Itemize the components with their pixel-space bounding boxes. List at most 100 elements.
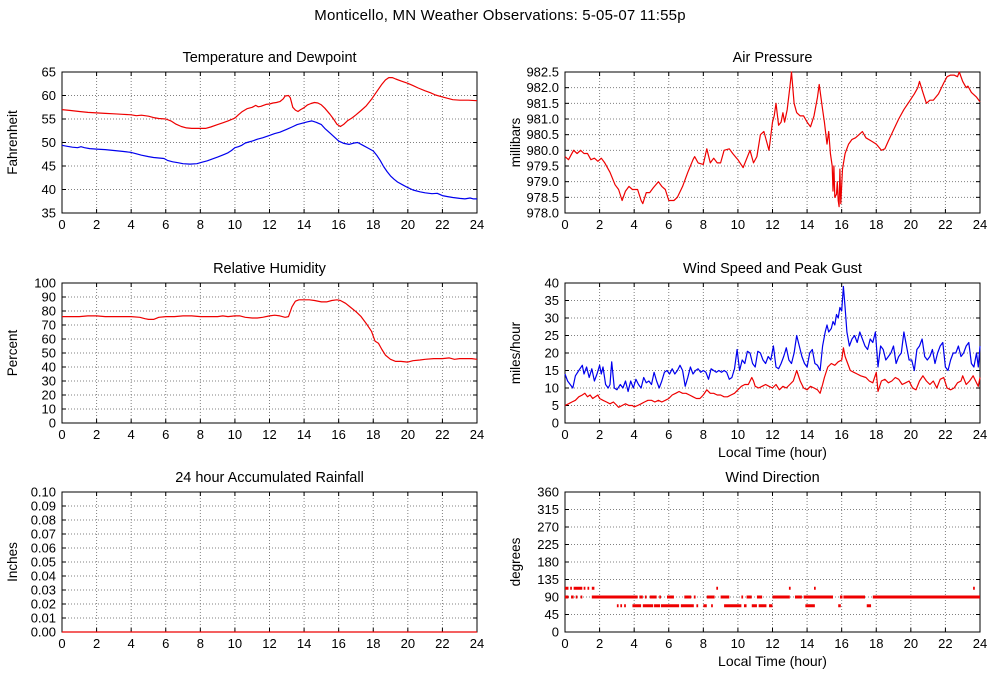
y-tick-label: 100: [34, 276, 56, 291]
chart-wind-direction: 0 2 4 6 8 10 12 14 16 18 20 22 240459013518022527031…: [508, 470, 987, 669]
x-tick-label: 2: [93, 427, 100, 442]
x-tick-label: 20: [904, 427, 918, 442]
x-tick-label: 22: [938, 217, 952, 232]
x-tick-label: 12: [262, 636, 276, 651]
x-tick-label: 16: [331, 217, 345, 232]
chart-title: Relative Humidity: [213, 261, 327, 277]
y-tick-label: 15: [545, 363, 559, 378]
chart-air-pressure: 0 2 4 6 8 10 12 14 16 18 20 22 24978.0978.5979.0979.…: [508, 50, 987, 232]
y-tick-label: 0.05: [31, 555, 56, 570]
y-tick-label: 50: [42, 135, 56, 150]
x-tick-label: 6: [665, 217, 672, 232]
x-tick-label: 2: [596, 636, 603, 651]
x-tick-label: 2: [596, 427, 603, 442]
x-tick-label: 10: [228, 427, 242, 442]
x-axis-title: Local Time (hour): [718, 653, 827, 669]
y-tick-label: 979.0: [526, 174, 559, 189]
x-tick-label: 12: [765, 217, 779, 232]
chart-wind-speed-gust: 0 2 4 6 8 10 12 14 16 18 20 22 240510152025303540Win…: [508, 261, 987, 460]
x-tick-label: 0: [58, 217, 65, 232]
x-tick-label: 10: [731, 427, 745, 442]
x-tick-label: 8: [700, 427, 707, 442]
y-tick-label: 25: [545, 328, 559, 343]
x-tick-label: 12: [262, 427, 276, 442]
y-tick-label: 0.00: [31, 625, 56, 640]
x-tick-label: 14: [297, 217, 311, 232]
pressure-line: [564, 71, 981, 208]
x-tick-label: 18: [869, 217, 883, 232]
x-tick-label: 18: [869, 636, 883, 651]
x-tick-label: 8: [700, 636, 707, 651]
x-tick-label: 20: [401, 636, 415, 651]
x-tick-label: 22: [435, 636, 449, 651]
y-tick-label: 60: [42, 88, 56, 103]
x-tick-label: 14: [297, 427, 311, 442]
y-tick-label: 70: [42, 318, 56, 333]
x-tick-label: 18: [869, 427, 883, 442]
x-tick-label: 6: [162, 636, 169, 651]
y-tick-label: 10: [545, 381, 559, 396]
y-tick-label: 982.0: [526, 80, 559, 95]
x-tick-label: 4: [128, 427, 135, 442]
x-tick-label: 24: [470, 217, 484, 232]
temperature-line: [61, 76, 478, 129]
y-tick-label: 0.06: [31, 541, 56, 556]
y-tick-label: 980.5: [526, 127, 559, 142]
x-tick-label: 8: [197, 636, 204, 651]
chart-title: Air Pressure: [733, 50, 813, 66]
chart-temperature-dewpoint: 0 2 4 6 8 10 12 14 16 18 20 22 2435404550556065Tempe…: [5, 50, 484, 232]
x-tick-label: 4: [631, 636, 638, 651]
y-tick-label: 0: [552, 625, 559, 640]
y-tick-label: 90: [545, 590, 559, 605]
x-tick-label: 16: [834, 427, 848, 442]
y-tick-label: 45: [42, 159, 56, 174]
x-tick-label: 14: [297, 636, 311, 651]
humidity-line: [62, 299, 478, 363]
x-tick-label: 16: [834, 636, 848, 651]
x-tick-label: 24: [973, 427, 987, 442]
y-tick-label: 35: [42, 206, 56, 221]
y-tick-label: 0.01: [31, 611, 56, 626]
x-tick-label: 6: [162, 217, 169, 232]
y-tick-label: 180: [537, 555, 559, 570]
y-tick-label: 80: [42, 304, 56, 319]
x-tick-label: 22: [938, 636, 952, 651]
x-tick-label: 0: [58, 427, 65, 442]
y-tick-label: 978.0: [526, 206, 559, 221]
y-tick-label: 40: [545, 276, 559, 291]
y-tick-label: 0.02: [31, 597, 56, 612]
x-tick-label: 2: [93, 217, 100, 232]
x-tick-label: 10: [731, 217, 745, 232]
page-title: Monticello, MN Weather Observations: 5-0…: [314, 7, 686, 24]
y-tick-label: 315: [537, 502, 559, 517]
y-tick-label: 270: [537, 520, 559, 535]
y-tick-label: 5: [552, 398, 559, 413]
x-tick-label: 2: [596, 217, 603, 232]
x-axis-title: Local Time (hour): [718, 444, 827, 460]
y-axis-title: Percent: [5, 329, 20, 376]
y-tick-label: 981.5: [526, 96, 559, 111]
x-tick-label: 16: [834, 217, 848, 232]
x-tick-label: 4: [631, 217, 638, 232]
x-tick-label: 20: [401, 427, 415, 442]
y-tick-label: 0.03: [31, 583, 56, 598]
x-tick-label: 12: [262, 217, 276, 232]
y-tick-label: 0.08: [31, 513, 56, 528]
y-axis-title: millibars: [508, 118, 523, 168]
x-tick-label: 10: [731, 636, 745, 651]
x-tick-label: 12: [765, 636, 779, 651]
x-tick-label: 10: [228, 217, 242, 232]
x-tick-label: 8: [197, 217, 204, 232]
y-tick-label: 10: [42, 402, 56, 417]
y-tick-label: 978.5: [526, 190, 559, 205]
y-tick-label: 40: [42, 182, 56, 197]
y-tick-label: 20: [42, 388, 56, 403]
y-tick-label: 45: [545, 607, 559, 622]
y-tick-label: 982.5: [526, 65, 559, 80]
y-tick-label: 360: [537, 485, 559, 500]
dewpoint-line: [61, 120, 477, 200]
y-axis-title: Inches: [5, 542, 20, 582]
x-tick-label: 4: [128, 636, 135, 651]
